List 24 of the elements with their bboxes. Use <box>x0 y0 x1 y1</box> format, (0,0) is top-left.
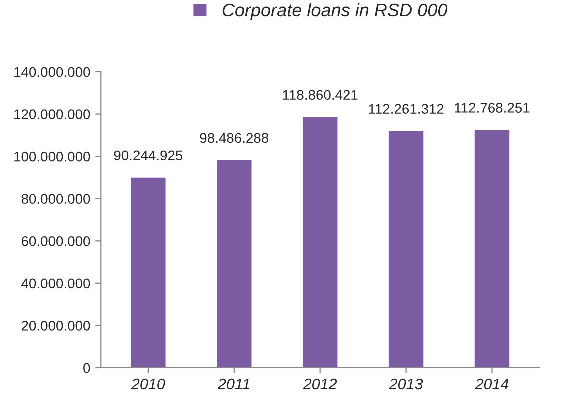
x-tick-label: 2014 <box>475 378 509 390</box>
x-tick-label: 2010 <box>131 378 166 390</box>
y-tick-label: 120.000.000 <box>14 110 90 120</box>
y-tick-label: 140.000.000 <box>14 67 90 78</box>
text: 98.486.288 <box>200 133 269 144</box>
text: 90.244.925 <box>114 150 183 161</box>
text: 112.768.251 <box>455 103 530 113</box>
legend-label: Corporate loans in RSD 000 <box>222 3 448 20</box>
y-tick-label: 40.000.000 <box>22 278 90 289</box>
x-tick-label: 2012 <box>303 378 338 390</box>
bar <box>130 176 168 368</box>
bar <box>474 128 511 368</box>
y-tick-label: 80.000.000 <box>22 194 90 204</box>
y-tick-label: 0 <box>84 363 90 374</box>
text: 112.261.312 <box>369 104 444 114</box>
y-tick-label: 100.000.000 <box>14 152 90 162</box>
x-tick-label: 2011 <box>218 378 250 390</box>
bar <box>216 159 254 368</box>
bar <box>388 130 426 368</box>
y-tick-label: 60.000.000 <box>22 236 90 246</box>
text: 118.860.421 <box>283 90 358 100</box>
x-tick-label: 2013 <box>389 378 424 390</box>
y-tick-label: 20.000.000 <box>22 321 90 331</box>
bar <box>302 116 340 368</box>
